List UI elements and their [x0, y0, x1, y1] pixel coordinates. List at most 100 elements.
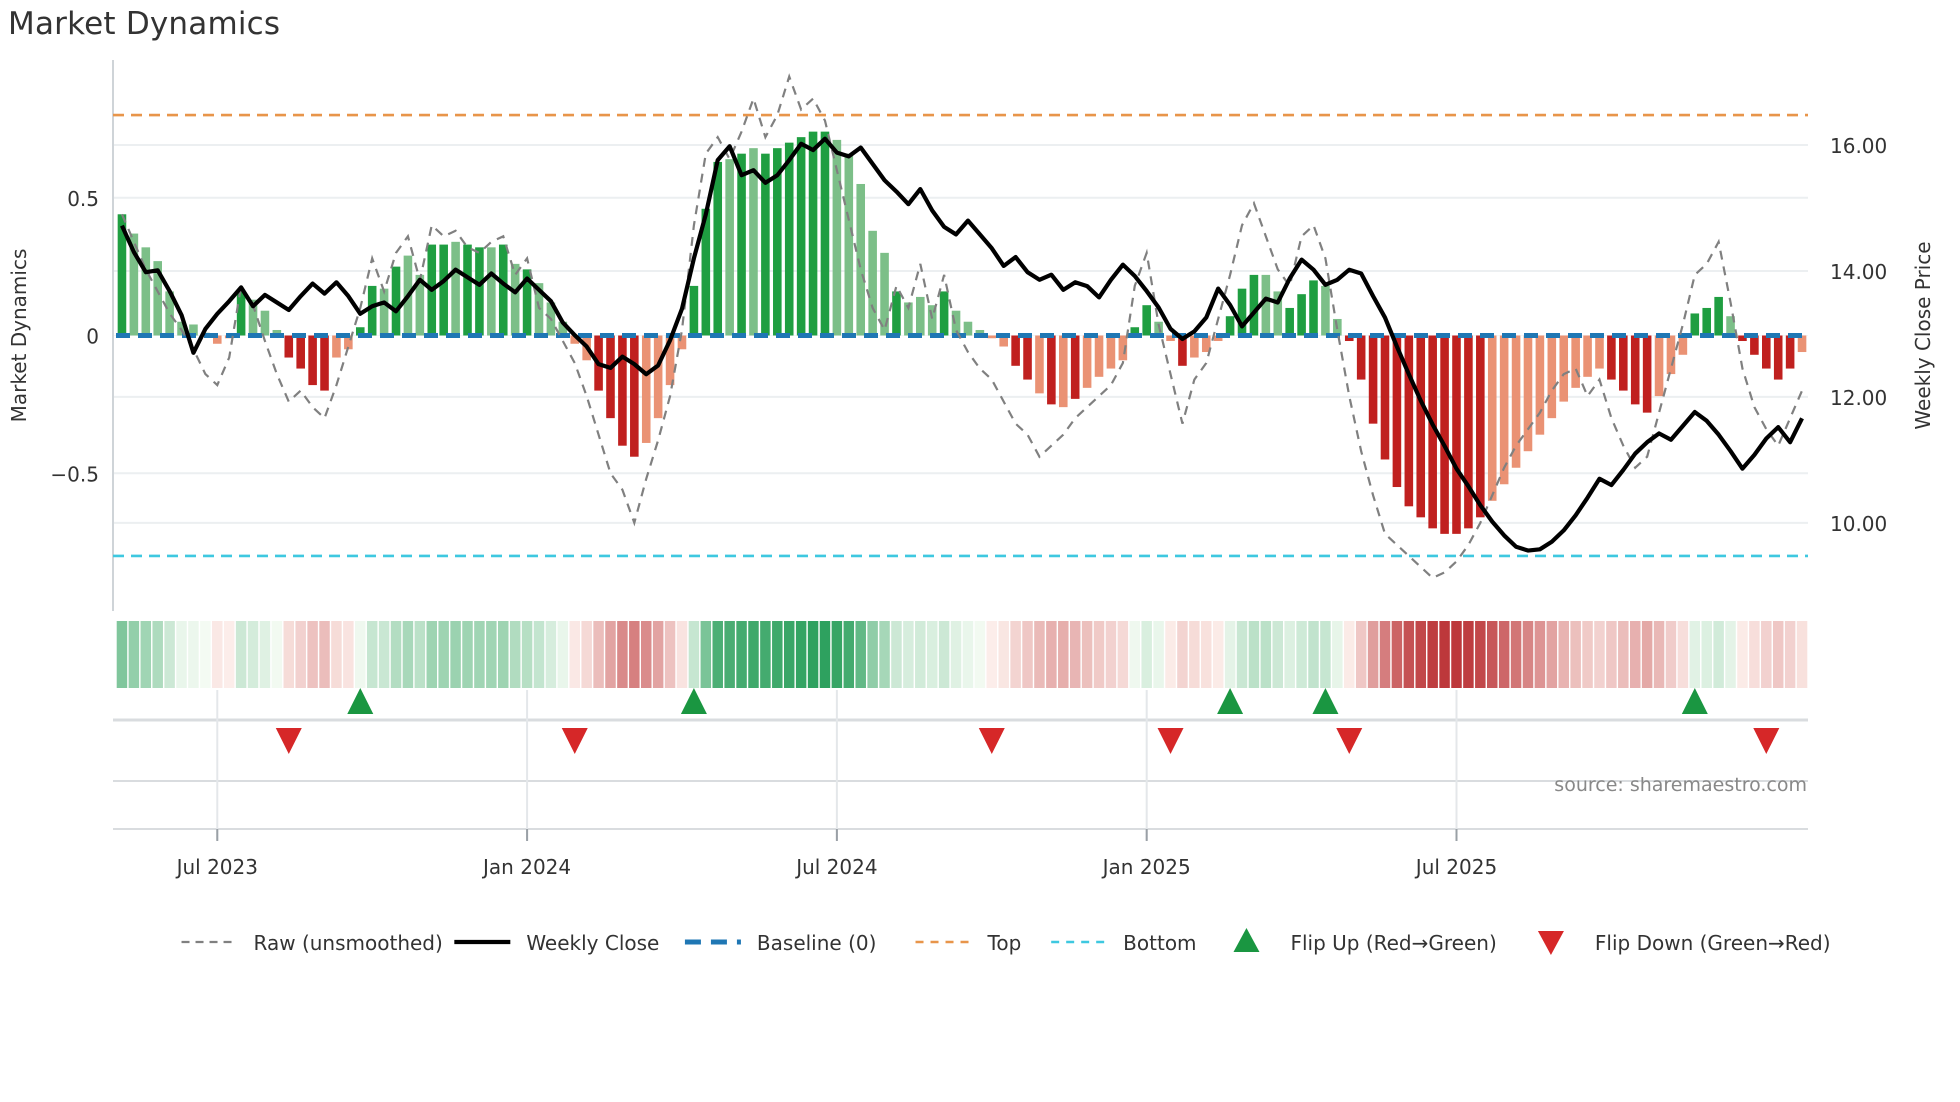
heatmap-cell	[1451, 621, 1462, 688]
bar	[892, 291, 901, 336]
flip-down-marker[interactable]	[275, 728, 302, 754]
heatmap-cell	[1105, 621, 1117, 688]
heatmap-cell	[176, 621, 187, 688]
flip-down-marker[interactable]	[1336, 728, 1363, 754]
bar	[1487, 335, 1497, 501]
heatmap-cell	[1737, 621, 1748, 688]
heatmap-cell	[1201, 621, 1212, 688]
heatmap-cell	[664, 621, 676, 688]
flip-down-marker[interactable]	[1157, 728, 1184, 754]
heatmap-cell	[1022, 621, 1033, 688]
legend-label[interactable]: Bottom	[1123, 931, 1196, 955]
heatmap-cell	[1034, 621, 1045, 688]
flip-up-marker[interactable]	[1312, 688, 1339, 714]
flip-down-marker[interactable]	[561, 728, 588, 754]
bar	[1464, 335, 1473, 529]
legend-label[interactable]: Raw (unsmoothed)	[254, 931, 443, 955]
heatmap-cell	[867, 621, 878, 688]
bar	[796, 137, 806, 336]
flip-up-marker[interactable]	[1681, 688, 1708, 714]
heatmap-cell	[462, 621, 473, 688]
heatmap-cell	[414, 621, 426, 688]
bar	[939, 291, 949, 336]
heatmap-cell	[509, 621, 521, 688]
heatmap-cell	[938, 621, 950, 688]
bar	[498, 244, 508, 336]
heatmap-cell	[1308, 621, 1319, 688]
heatmap-cell	[1558, 621, 1569, 688]
bar	[1058, 335, 1068, 408]
heatmap-cell	[1117, 621, 1129, 688]
bar	[1297, 294, 1306, 336]
bar	[332, 335, 341, 358]
bar	[1321, 285, 1330, 336]
bar	[1785, 335, 1795, 369]
bar	[1178, 335, 1187, 366]
heatmap-cell	[486, 621, 497, 688]
bar	[451, 241, 460, 336]
bar	[987, 335, 997, 339]
bar	[1190, 335, 1199, 358]
heatmap-cell	[593, 621, 604, 688]
heatmap-cell	[1689, 621, 1701, 688]
bar	[1356, 335, 1366, 380]
bar	[1416, 335, 1426, 518]
weekly-close-line	[120, 136, 1804, 553]
heatmap-cell	[116, 621, 128, 688]
bar	[558, 321, 568, 336]
regime-heatmap-strip	[116, 621, 1808, 688]
heatmap-cell	[1236, 621, 1248, 688]
left-axis-tick: 0	[86, 325, 99, 349]
left-axis-tick: 0.5	[67, 187, 99, 211]
bar	[272, 329, 282, 336]
bar	[141, 247, 151, 336]
heatmap-cell	[1367, 621, 1379, 688]
bar	[1571, 335, 1580, 388]
bar	[308, 335, 317, 386]
flip-down-marker[interactable]	[978, 728, 1005, 754]
legend-label[interactable]: Top	[987, 931, 1022, 955]
right-axis-tick: 14.00	[1830, 260, 1887, 284]
flip-up-marker[interactable]	[680, 688, 707, 714]
heatmap-cell	[390, 621, 402, 688]
bar	[475, 247, 484, 336]
flip-up-marker[interactable]	[347, 688, 374, 714]
flip-down-marker[interactable]	[1753, 728, 1780, 754]
bar	[606, 335, 615, 419]
bar	[1666, 335, 1676, 375]
heatmap-cell	[795, 621, 807, 688]
legend-label[interactable]: Flip Down (Green→Red)	[1595, 931, 1831, 955]
heatmap-cell	[998, 621, 1009, 688]
bar	[653, 335, 663, 419]
bar	[1142, 305, 1151, 336]
heatmap-cell	[1415, 621, 1426, 688]
legend-label[interactable]: Flip Up (Red→Green)	[1290, 931, 1496, 955]
bar	[1702, 307, 1712, 336]
bar	[189, 324, 198, 336]
legend: Raw (unsmoothed) Weekly Close Baseline (0)…	[181, 928, 1831, 955]
heatmap-cell	[1713, 621, 1724, 688]
heatmap-cell	[1355, 621, 1367, 688]
bar	[725, 159, 734, 336]
heatmap-cell	[1177, 621, 1188, 688]
legend-label[interactable]: Weekly Close	[526, 931, 659, 955]
heatmap-cell	[1701, 621, 1712, 688]
x-axis-tick: Jan 2025	[1101, 855, 1191, 879]
heatmap-cell	[1010, 621, 1021, 688]
heatmap-cell	[1510, 621, 1522, 688]
heatmap-cell	[676, 621, 688, 688]
bar	[1440, 335, 1449, 534]
bar	[248, 299, 258, 336]
bar	[665, 335, 675, 386]
flip-up-marker[interactable]	[1217, 688, 1244, 714]
bar	[1035, 335, 1044, 394]
heatmap-cell	[283, 621, 295, 688]
legend-label[interactable]: Baseline (0)	[757, 931, 876, 955]
heatmap-cell	[450, 621, 461, 688]
heatmap-cell	[426, 621, 438, 688]
heatmap-cell	[1224, 621, 1236, 688]
heatmap-cell	[259, 621, 271, 688]
heatmap-cell	[855, 621, 866, 688]
bar	[1726, 316, 1735, 336]
heatmap-cell	[772, 621, 783, 688]
